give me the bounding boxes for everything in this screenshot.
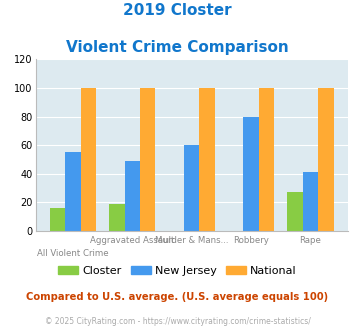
- Bar: [140, 88, 155, 231]
- Bar: [200, 88, 215, 231]
- Bar: [303, 172, 318, 231]
- Bar: [50, 208, 65, 231]
- Text: Murder & Mans...: Murder & Mans...: [155, 236, 229, 245]
- Bar: [318, 88, 334, 231]
- Text: © 2025 CityRating.com - https://www.cityrating.com/crime-statistics/: © 2025 CityRating.com - https://www.city…: [45, 317, 310, 326]
- Bar: [184, 145, 200, 231]
- Legend: Closter, New Jersey, National: Closter, New Jersey, National: [54, 261, 301, 280]
- Text: Rape: Rape: [300, 236, 322, 245]
- Text: Aggravated Assault: Aggravated Assault: [90, 236, 174, 245]
- Text: All Violent Crime: All Violent Crime: [37, 249, 109, 258]
- Bar: [109, 204, 125, 231]
- Bar: [65, 152, 81, 231]
- Text: 2019 Closter: 2019 Closter: [123, 3, 232, 18]
- Bar: [287, 192, 303, 231]
- Text: Compared to U.S. average. (U.S. average equals 100): Compared to U.S. average. (U.S. average …: [26, 292, 329, 302]
- Text: Robbery: Robbery: [233, 236, 269, 245]
- Bar: [81, 88, 96, 231]
- Text: Violent Crime Comparison: Violent Crime Comparison: [66, 40, 289, 54]
- Bar: [244, 116, 259, 231]
- Bar: [259, 88, 274, 231]
- Bar: [125, 161, 140, 231]
